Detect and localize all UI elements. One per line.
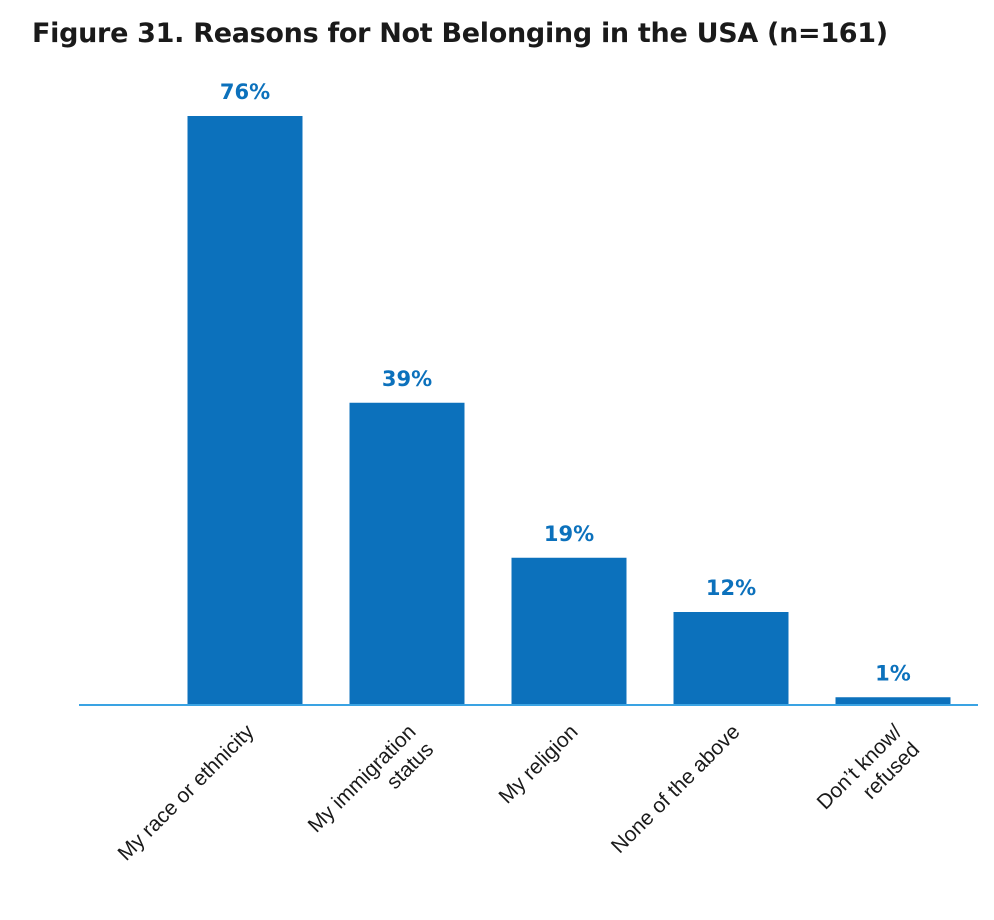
bar	[835, 697, 951, 705]
x-tick-label-line: My race or ethnicity	[114, 720, 259, 865]
data-labels-layer: 76% 39% 19% 12% 1%	[220, 80, 911, 685]
data-label: 76%	[220, 80, 270, 104]
bar	[187, 116, 303, 705]
bar	[673, 612, 789, 705]
x-tick-label: My religion	[494, 720, 582, 808]
x-tick-label: None of the above	[607, 720, 745, 858]
bars-layer	[187, 116, 951, 705]
x-tick-label-line: My religion	[494, 720, 582, 808]
bar	[349, 402, 465, 705]
data-label: 12%	[706, 576, 756, 600]
data-label: 19%	[544, 522, 594, 546]
chart-title: Figure 31. Reasons for Not Belonging in …	[32, 18, 888, 49]
data-label: 1%	[875, 661, 911, 685]
data-label: 39%	[382, 367, 432, 391]
bar	[511, 557, 627, 705]
x-tick-label: My immigrationstatus	[304, 720, 439, 855]
x-tick-labels-layer: My race or ethnicity My immigrationstatus…	[114, 720, 925, 865]
x-tick-label: My race or ethnicity	[114, 720, 259, 865]
x-tick-label: Don’t know/refused	[813, 720, 925, 832]
x-tick-label-line: None of the above	[607, 720, 745, 858]
